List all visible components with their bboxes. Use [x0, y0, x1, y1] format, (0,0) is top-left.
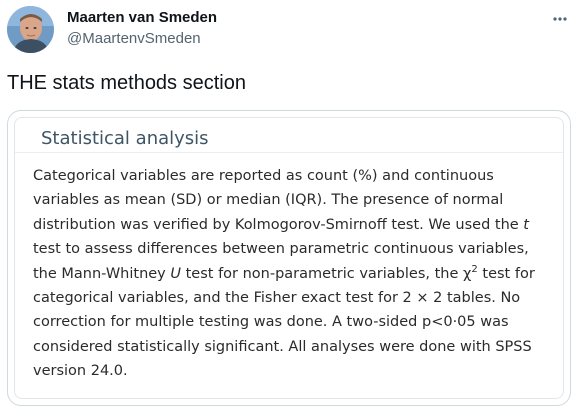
media-text-line: Categorical variables are reported as co…: [33, 164, 553, 188]
media-panel: Statistical analysis Categorical variabl…: [14, 117, 564, 399]
media-text-line: the Mann-Whitney U test for non-parametr…: [33, 262, 553, 286]
media-text-line: test to assess differences between param…: [33, 237, 553, 261]
media-body-text: Categorical variables are reported as co…: [33, 164, 553, 384]
more-options-button[interactable]: [548, 6, 572, 30]
author-avatar[interactable]: [7, 6, 54, 53]
author-name[interactable]: Maarten van Smeden: [67, 9, 217, 26]
media-text-line: considered statistically significant. Al…: [33, 335, 553, 359]
media-text-line: distribution was verified by Kolmogorov-…: [33, 213, 553, 237]
media-heading: Statistical analysis: [41, 128, 209, 149]
media-text-line: variables as mean (SD) or median (IQR). …: [33, 188, 553, 212]
media-text-line: categorical variables, and the Fisher ex…: [33, 286, 553, 310]
media-divider: [15, 152, 563, 153]
profile-photo-avatar-icon: [7, 6, 54, 53]
tweet-text: THE stats methods section: [7, 72, 246, 95]
media-text-line: version 24.0.: [33, 359, 553, 383]
media-text-line: correction for multiple testing was done…: [33, 310, 553, 334]
author-handle[interactable]: @MaartenvSmeden: [67, 30, 201, 47]
tweet-media-image[interactable]: Statistical analysis Categorical variabl…: [7, 110, 571, 406]
more-horizontal-icon: [548, 6, 572, 30]
